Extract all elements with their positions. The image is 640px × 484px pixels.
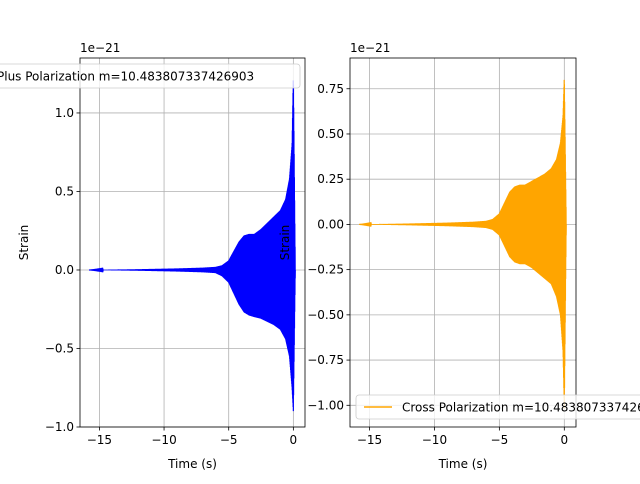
x-tick-label: −10 — [422, 433, 447, 447]
legend-box — [0, 63, 301, 89]
y-tick-label: 0.75 — [317, 82, 344, 96]
y-tick-label: 0.00 — [317, 217, 344, 231]
legend: Cross Polarization m=10.483807337426903 — [355, 394, 640, 420]
y-tick-label: 0.0 — [55, 263, 74, 277]
y-tick-label: −0.25 — [307, 263, 344, 277]
y-offset-text: 1e−21 — [350, 41, 390, 55]
y-offset-text: 1e−21 — [80, 41, 120, 55]
y-tick-label: 0.5 — [55, 184, 74, 198]
x-axis-label: Time (s) — [438, 457, 488, 471]
y-tick-label: −0.50 — [307, 308, 344, 322]
y-axis-label: Strain — [278, 225, 292, 261]
y-tick-label: −1.00 — [307, 398, 344, 412]
y-tick-label: −0.5 — [45, 341, 74, 355]
y-tick-label: −0.75 — [307, 353, 344, 367]
y-tick-label: 1.0 — [55, 106, 74, 120]
x-tick-label: 0 — [560, 433, 568, 447]
legend-label: Plus Polarization m=10.483807337426903 — [0, 70, 254, 84]
x-tick-label: −5 — [220, 433, 238, 447]
subplot-2: −15 −10 −5 0 −1.00 −0.75 −0.50 −0.25 0.00 0.25 0.5… — [278, 41, 577, 471]
subplot-1: −15 −10 −5 0 −1.0 −0.5 0.0 0.5 1.0 Time (s) Strain… — [17, 41, 306, 471]
y-tick-label: 0.50 — [317, 127, 344, 141]
x-tick-label: −10 — [151, 433, 176, 447]
x-tick-label: 0 — [290, 433, 298, 447]
legend: Plus Polarization m=10.483807337426903 — [0, 63, 301, 89]
axes-frame — [349, 57, 577, 428]
y-tick-label: 0.25 — [317, 172, 344, 186]
series-line — [359, 79, 567, 409]
x-tick-label: −15 — [357, 433, 382, 447]
x-axis-label: Time (s) — [167, 457, 217, 471]
legend-label: Cross Polarization m=10.483807337426903 — [402, 401, 640, 415]
y-axis-label: Strain — [17, 225, 31, 261]
y-tick-label: −1.0 — [45, 420, 74, 434]
x-tick-label: −15 — [87, 433, 112, 447]
x-tick-label: −5 — [491, 433, 509, 447]
axes-frame — [79, 57, 306, 428]
series-line — [89, 80, 296, 412]
legend-box — [355, 394, 640, 420]
